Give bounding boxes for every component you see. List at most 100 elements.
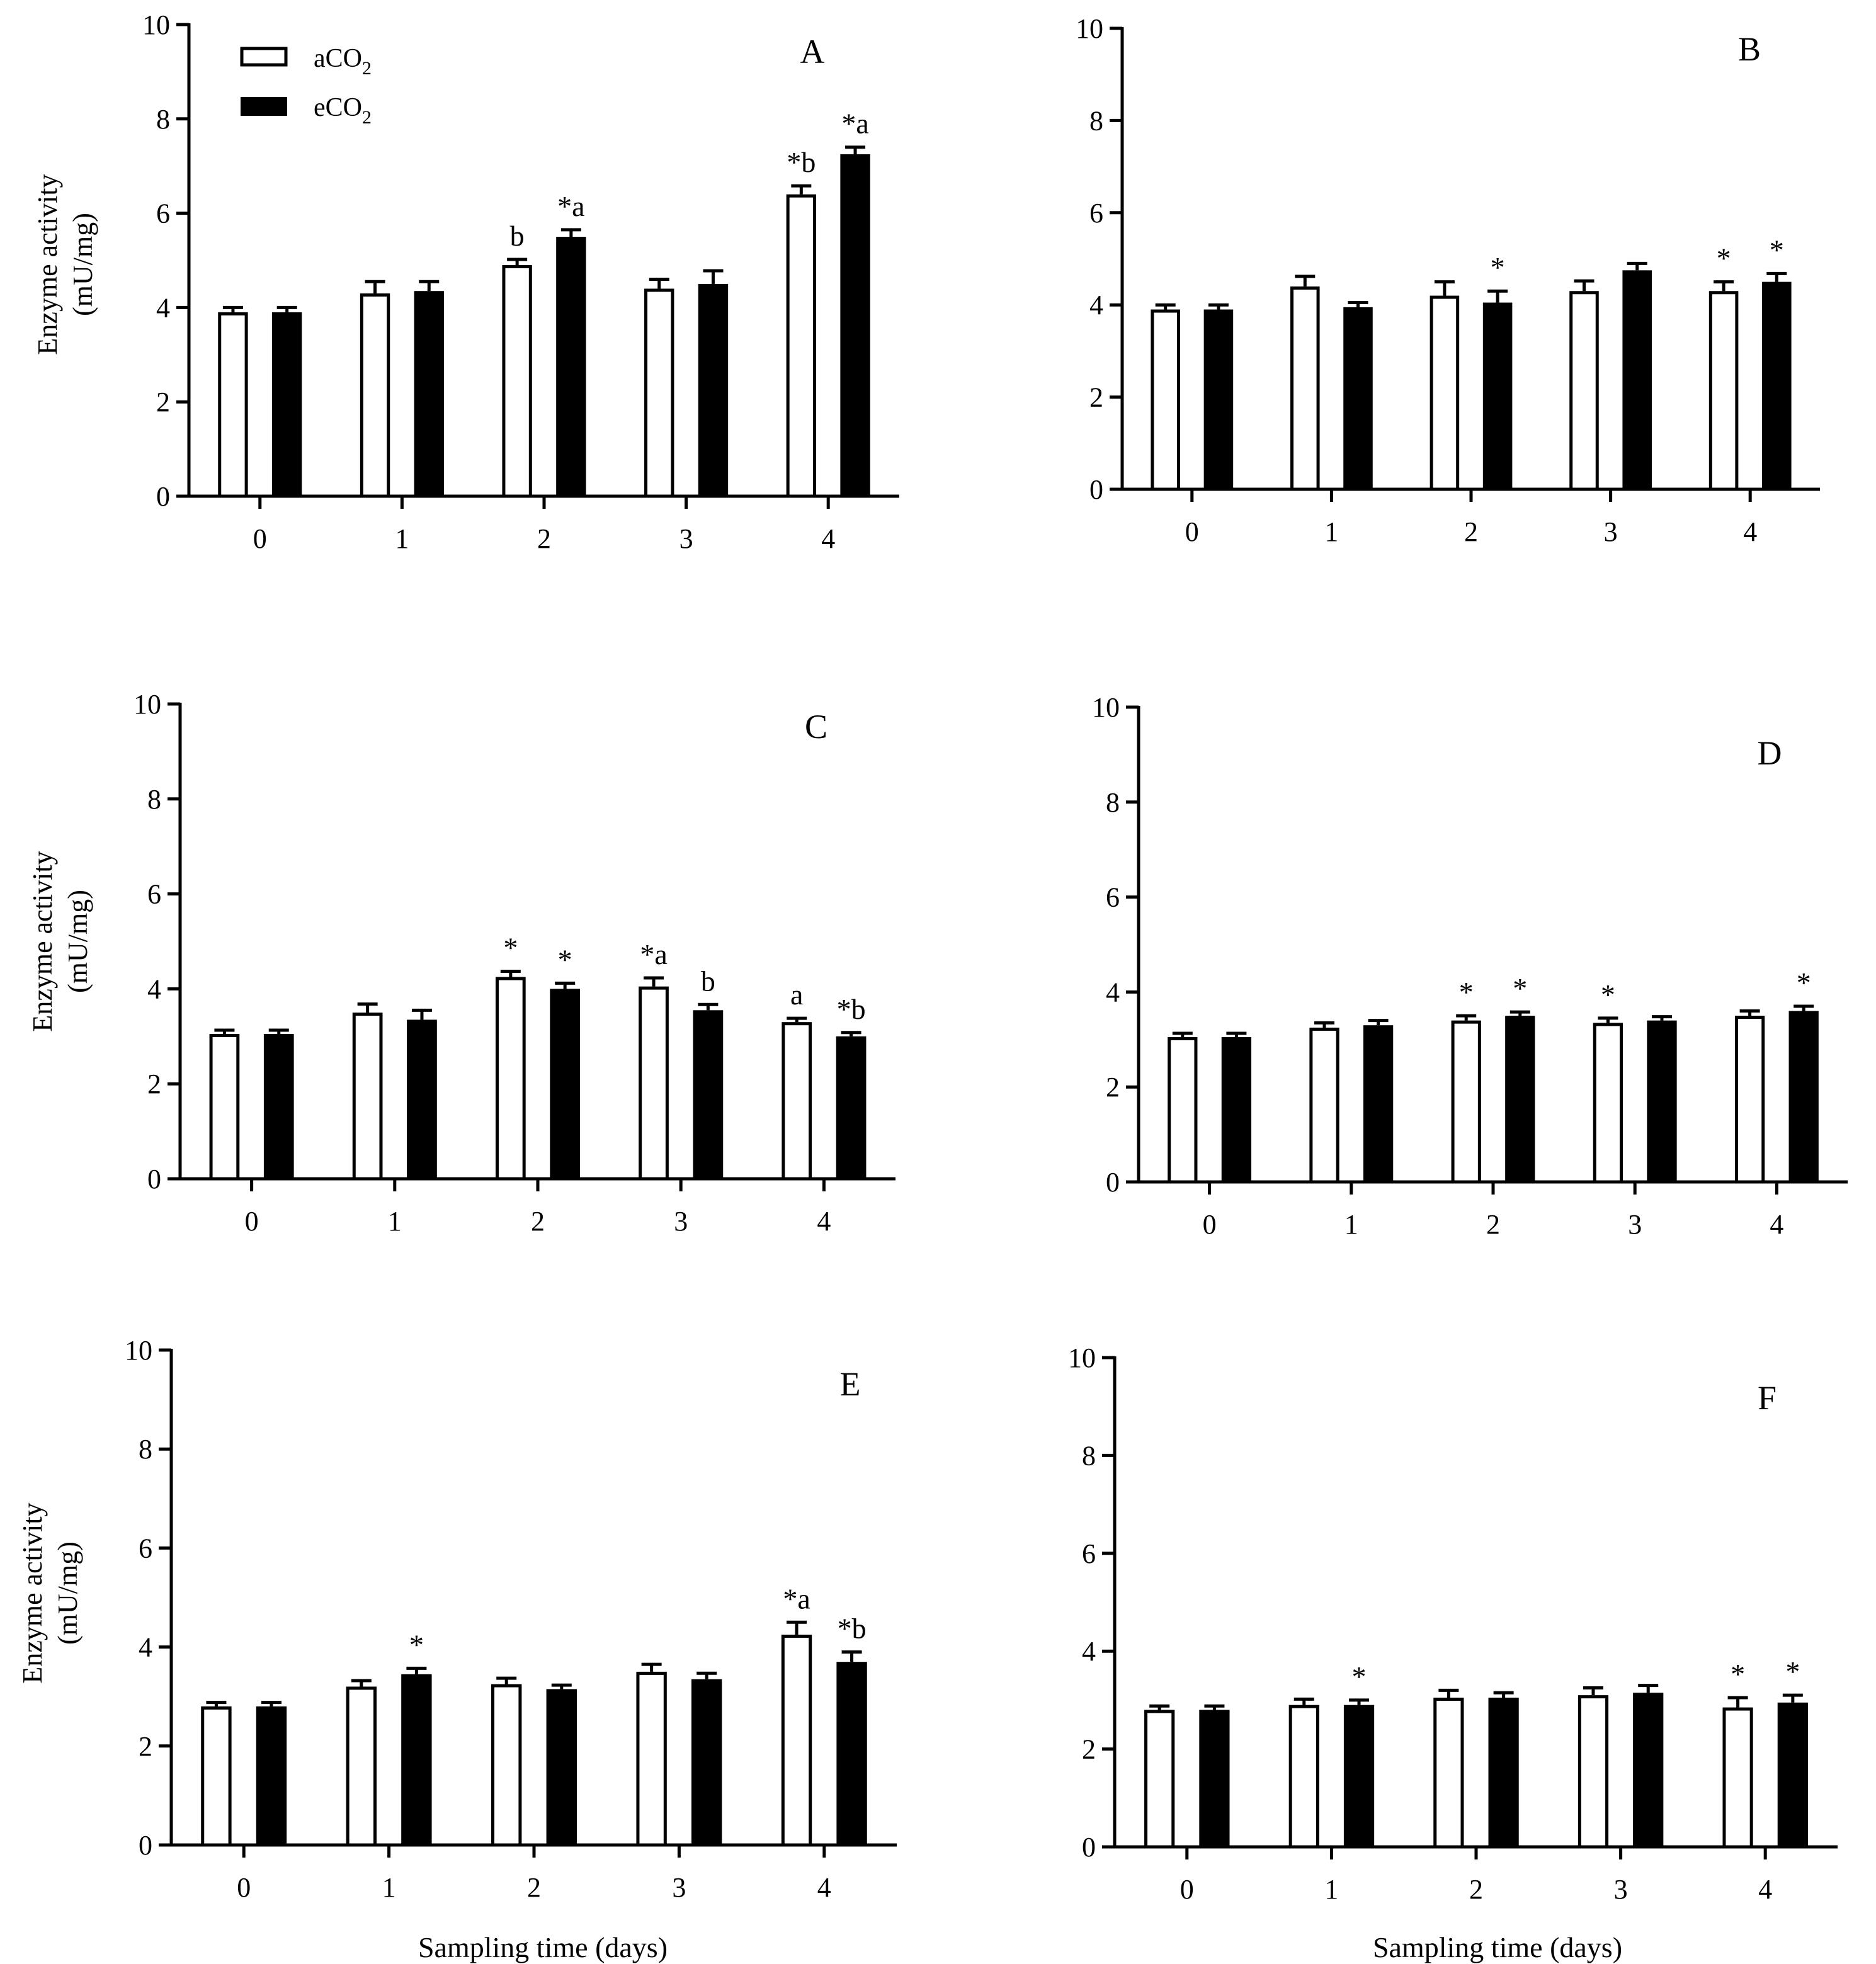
panel-e-ytick-label-2: 2	[139, 1731, 152, 1762]
panel-d-xtick-label-0: 0	[1203, 1209, 1217, 1240]
panel-d-ytick-label-4: 4	[1106, 977, 1120, 1008]
panel-b-xtick-label-1: 1	[1324, 516, 1338, 547]
panel-d-aco2-4-bar	[1734, 1016, 1765, 1184]
panel-f-aco2-4-bar	[1722, 1707, 1753, 1849]
panel-f-aco2-3-bar	[1578, 1695, 1609, 1849]
panel-f-eco2-3-bar	[1633, 1693, 1664, 1847]
panel-c-xtick-label-2: 2	[531, 1206, 545, 1237]
panel-a-aco2-3-bar	[644, 288, 674, 498]
panel-f-xtick-label-1: 1	[1324, 1874, 1338, 1905]
panel-a-xtick-label-2: 2	[537, 523, 551, 554]
panel-e-xlabel: Sampling time (days)	[418, 1931, 668, 1963]
panel-c-eco2-3-bar	[693, 1010, 724, 1179]
panel-c-xtick-label-3: 3	[674, 1206, 688, 1237]
panel-f-letter: F	[1758, 1379, 1777, 1417]
panel-e-eco2-2-bar	[546, 1689, 577, 1845]
panel-d-aco2-1-bar	[1309, 1027, 1339, 1184]
panel-d-eco2-4-bar	[1788, 1011, 1819, 1182]
panel-f-ytick-label-4: 4	[1082, 1636, 1096, 1667]
panel-b-ytick-label-4: 4	[1089, 290, 1103, 321]
panel-d-aco2-0-bar	[1168, 1037, 1198, 1184]
panel-a-ytick-label-6: 6	[156, 198, 170, 229]
panel-a-eco2-4-bar	[840, 154, 870, 497]
panel-c-xtick-label-1: 1	[388, 1206, 402, 1237]
panel-f-xtick-label-3: 3	[1614, 1874, 1628, 1905]
panel-b-eco2-4-bar	[1762, 281, 1792, 489]
panel-e-eco2-1-sig-label: *	[409, 1628, 424, 1660]
panel-b-ytick-label-2: 2	[1089, 382, 1103, 413]
panel-b-xtick-label-4: 4	[1743, 516, 1757, 547]
panel-e-aco2-3-bar	[636, 1671, 667, 1847]
panel-e-ytick-label-0: 0	[139, 1830, 152, 1861]
panel-a-aco2-4-sig-label: *b	[787, 146, 816, 178]
panel-c-ytick-label-8: 8	[147, 784, 161, 815]
panel-a-aco2-1-bar	[360, 293, 390, 498]
panel-c-ytick-label-4: 4	[147, 973, 161, 1004]
panel-e-ytick-label-8: 8	[139, 1434, 152, 1465]
panel-c-ytick-label-10: 10	[134, 689, 161, 720]
panel-d-eco2-2-bar	[1505, 1016, 1535, 1182]
panel-c-aco2-3-sig-label: *a	[640, 938, 667, 970]
panel-a-ytick-label-4: 4	[156, 292, 170, 323]
panel-f-eco2-0-bar	[1199, 1710, 1230, 1847]
panel-e-aco2-0-bar	[201, 1706, 232, 1847]
panel-e-eco2-0-bar	[256, 1706, 287, 1845]
panel-a-eco2-1-bar	[414, 291, 444, 496]
panel-e-ytick-label-6: 6	[139, 1533, 152, 1564]
panel-a-ytick-label-2: 2	[156, 387, 170, 417]
panel-a-letter: A	[800, 33, 825, 71]
panel-e-xtick-label-2: 2	[527, 1872, 541, 1903]
panel-c-aco2-2-sig-label: *	[503, 932, 518, 964]
panel-a-xtick-label-4: 4	[821, 523, 835, 554]
panel-e-eco2-1-bar	[401, 1674, 432, 1845]
panel-f-aco2-4-sig-label: *	[1731, 1658, 1745, 1690]
panel-b-eco2-4-sig-label: *	[1770, 234, 1784, 266]
panel-d-ytick-label-6: 6	[1106, 882, 1120, 913]
panel-e-ytick-label-10: 10	[125, 1335, 152, 1366]
panel-a-eco2-2-bar	[556, 237, 586, 496]
panel-d-eco2-3-bar	[1647, 1020, 1677, 1182]
panel-f-aco2-1-bar	[1288, 1705, 1319, 1849]
panel-c-aco2-4-bar	[782, 1022, 812, 1181]
panel-c-eco2-1-bar	[407, 1019, 437, 1179]
panel-c-xtick-label-0: 0	[245, 1206, 259, 1237]
panel-b-aco2-3-bar	[1569, 291, 1599, 491]
panel-a-ytick-label-10: 10	[142, 9, 170, 40]
panel-f-eco2-2-bar	[1488, 1698, 1519, 1847]
legend-swatch-eco2	[241, 97, 287, 116]
panel-e-xtick-label-4: 4	[817, 1872, 831, 1903]
panel-c-eco2-0-bar	[263, 1034, 294, 1179]
panel-b-aco2-1-bar	[1290, 286, 1320, 491]
panel-b-ytick-label-0: 0	[1089, 474, 1103, 505]
panel-c-aco2-3-bar	[639, 986, 669, 1181]
panel-d-xtick-label-2: 2	[1486, 1209, 1500, 1240]
panel-e-aco2-2-bar	[491, 1684, 522, 1847]
panel-f-eco2-4-sig-label: *	[1785, 1655, 1800, 1688]
panel-e-marks: E 0 2 4 6 8 10 0 1 2 3 4 *a * *b	[125, 1335, 897, 1903]
panel-a-ytick-label-8: 8	[156, 104, 170, 135]
panel-c-ytick-label-0: 0	[147, 1164, 161, 1195]
panel-f-eco2-4-bar	[1777, 1702, 1808, 1847]
panel-d-aco2-2-bar	[1451, 1020, 1481, 1184]
panel-a-xtick-label-0: 0	[253, 523, 267, 554]
panel-a-aco2-2-sig-label: b	[510, 220, 525, 252]
panel-a-eco2-3-bar	[698, 283, 729, 496]
legend-swatch-aco2	[240, 47, 288, 67]
panel-c-aco2-0-bar	[209, 1034, 240, 1181]
panel-d-xtick-label-3: 3	[1628, 1209, 1642, 1240]
panel-d-aco2-2-sig-label: *	[1459, 976, 1474, 1008]
panel-d-eco2-4-sig-label: *	[1797, 967, 1811, 999]
panel-d-ytick-label-2: 2	[1106, 1072, 1120, 1103]
panel-a-aco2-2-bar	[502, 264, 532, 498]
panel-b-ytick-label-8: 8	[1089, 105, 1103, 136]
panel-c-aco2-4-sig-label: a	[790, 979, 803, 1011]
panel-f-ytick-label-2: 2	[1082, 1734, 1096, 1765]
panel-e-xtick-label-1: 1	[382, 1872, 396, 1903]
panel-c-letter: C	[805, 708, 827, 746]
panel-f-ytick-label-6: 6	[1082, 1538, 1096, 1569]
panel-e-eco2-4-sig-label: *b	[838, 1612, 867, 1644]
panel-b-aco2-2-bar	[1430, 295, 1460, 491]
panel-b-eco2-2-bar	[1482, 302, 1513, 489]
panel-e-aco2-4-bar	[781, 1634, 812, 1847]
